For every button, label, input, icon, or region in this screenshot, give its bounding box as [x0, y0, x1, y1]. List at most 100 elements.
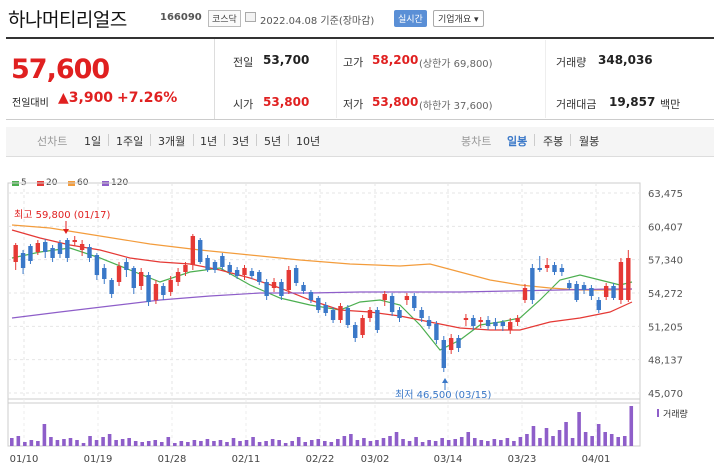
- volume-bar: [551, 436, 555, 446]
- candle-body: [330, 310, 336, 320]
- candle-daily[interactable]: 일봉: [507, 135, 528, 148]
- volume-bar: [459, 437, 464, 446]
- x-tick-label: 01/19: [84, 454, 113, 465]
- volume-bar: [303, 442, 308, 446]
- range-3y[interactable]: 3년: [232, 135, 250, 148]
- divider: [6, 37, 714, 39]
- high-annotation: 최고 59,800 (01/17): [14, 209, 110, 221]
- divider: [545, 40, 546, 118]
- candle-chart-label[interactable]: 봉차트: [461, 135, 492, 148]
- volume-bar: [323, 441, 327, 446]
- company-info-button[interactable]: 기업개요 ▾: [433, 10, 484, 27]
- volume-bar: [290, 441, 294, 446]
- candle-body: [50, 248, 55, 258]
- x-tick-label: 03/02: [361, 454, 390, 465]
- candle-body: [530, 268, 535, 300]
- high-arrowhead: [63, 229, 69, 234]
- volume-bar: [609, 434, 614, 446]
- candle-body: [279, 282, 284, 296]
- volume-bar: [205, 439, 210, 446]
- candle-body: [508, 322, 513, 330]
- stock-name: 하나머티리얼즈: [8, 9, 127, 31]
- divider: [336, 40, 337, 118]
- volume-bar: [505, 438, 510, 446]
- volume-bar: [55, 440, 60, 446]
- volume-bar: [622, 436, 627, 446]
- candle-body: [515, 318, 520, 322]
- volume-bar: [179, 441, 184, 446]
- range-1d[interactable]: 1일: [84, 135, 102, 148]
- range-1y[interactable]: 1년: [200, 135, 218, 148]
- volume-bar: [146, 441, 151, 446]
- volume-bar: [349, 434, 353, 446]
- base-date: 2022.04.08 기준(장마감): [260, 16, 375, 27]
- candle-body: [345, 308, 351, 325]
- x-tick-label: 02/22: [306, 454, 335, 465]
- candle-body: [94, 255, 100, 275]
- volume-bar: [101, 437, 105, 446]
- candle-body: [220, 256, 225, 267]
- volume-bar: [186, 442, 190, 446]
- volume-bar: [153, 440, 158, 446]
- open-value: 53,800: [263, 95, 310, 109]
- volume-bar: [231, 438, 236, 446]
- candle-body: [367, 310, 373, 318]
- change-value: ▲3,900: [58, 90, 114, 106]
- x-tick-label: 03/23: [508, 454, 537, 465]
- candle-body: [183, 265, 188, 272]
- price-panel: [6, 39, 215, 119]
- calendar-icon: [245, 12, 256, 22]
- volume-bar: [10, 438, 14, 446]
- realtime-button[interactable]: 실시간: [394, 10, 427, 27]
- y-tick-label: 63,475: [648, 189, 683, 200]
- y-tick-label: 57,340: [648, 256, 683, 267]
- volume-bar: [433, 441, 438, 446]
- range-1w[interactable]: 1주일: [116, 135, 144, 148]
- candle-body: [286, 270, 291, 290]
- candle-body: [426, 320, 432, 326]
- candle-body: [522, 288, 528, 300]
- volume-bar: [49, 437, 53, 446]
- y-tick-label: 51,205: [648, 322, 683, 333]
- candle-body: [205, 258, 210, 270]
- volume-legend-swatch: [657, 409, 659, 417]
- candle-body: [441, 340, 446, 368]
- candle-body: [301, 285, 306, 291]
- line-chart-label[interactable]: 선차트: [37, 135, 68, 148]
- candle-body: [116, 266, 122, 282]
- candle-weekly[interactable]: 주봉: [543, 135, 564, 148]
- volume-bar: [401, 439, 405, 446]
- range-10y[interactable]: 10년: [296, 135, 321, 148]
- candle-body: [456, 338, 461, 348]
- candle-body: [190, 236, 196, 265]
- candle-body: [234, 270, 240, 276]
- volume-bar: [336, 439, 340, 446]
- candle-body: [603, 286, 609, 297]
- volume-bar: [257, 442, 262, 446]
- divider: [534, 134, 535, 146]
- prev-label: 전일: [233, 56, 254, 69]
- divider: [256, 134, 257, 146]
- candle-body: [175, 272, 181, 282]
- candle-body: [264, 282, 269, 296]
- volume-bar: [264, 441, 268, 446]
- volume-bar: [199, 441, 203, 446]
- candle-body: [611, 286, 616, 298]
- volume-bar: [173, 443, 177, 446]
- candle-body: [596, 300, 601, 310]
- divider: [570, 134, 571, 146]
- x-tick-label: 03/14: [434, 454, 463, 465]
- range-5y[interactable]: 5년: [264, 135, 282, 148]
- candle-body: [574, 284, 579, 300]
- volume-value: 348,036: [598, 53, 653, 67]
- volume-bar: [420, 442, 425, 446]
- candle-monthly[interactable]: 월봉: [579, 135, 600, 148]
- upper-limit: (상한가 69,800): [419, 59, 493, 70]
- volume-bar: [427, 440, 431, 446]
- range-3m[interactable]: 3개월: [158, 135, 186, 148]
- volume-bar: [499, 440, 503, 446]
- candle-body: [20, 253, 26, 268]
- volume-bar: [492, 439, 497, 446]
- volume-bar: [472, 438, 477, 446]
